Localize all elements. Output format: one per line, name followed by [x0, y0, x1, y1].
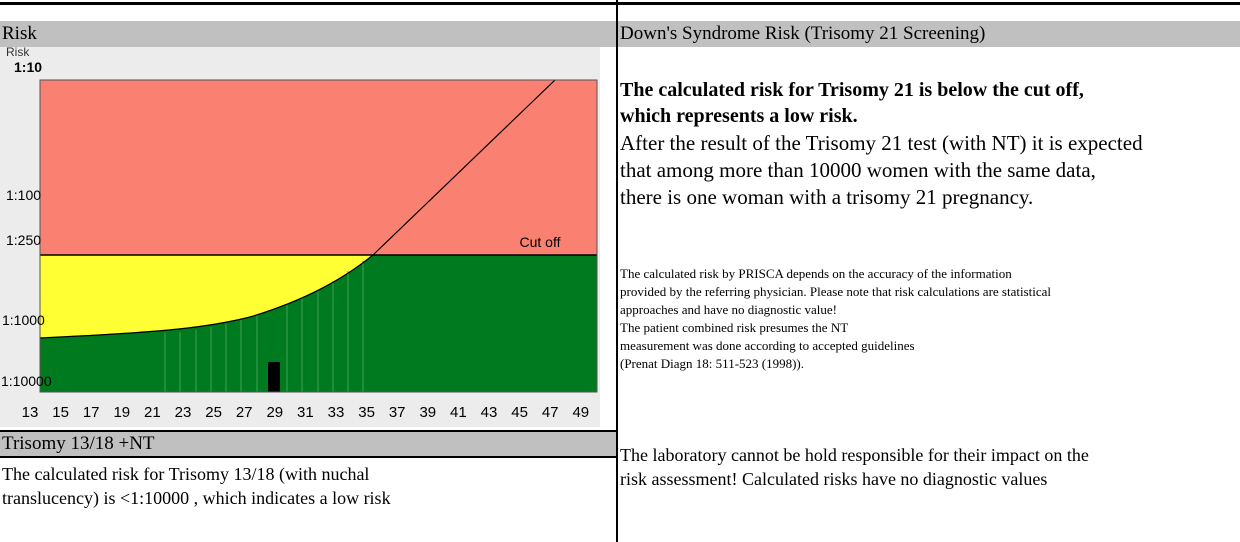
y-tick-label: 1:250: [6, 232, 41, 248]
text-line: The laboratory cannot be hold responsibl…: [620, 445, 1089, 465]
text-line: risk assessment! Calculated risks have n…: [620, 469, 1048, 489]
right-header: Down's Syndrome Risk (Trisomy 21 Screeni…: [618, 21, 1240, 47]
text-line: there is one woman with a trisomy 21 pre…: [620, 185, 1034, 209]
y-tick-label: 1:100: [6, 187, 41, 203]
high-risk-zone: [40, 80, 597, 255]
x-tick-label: 33: [328, 404, 345, 421]
x-tick-label: 19: [113, 404, 130, 421]
y-tick-label: 1:1000: [2, 312, 45, 328]
y-tick-label: 1:10000: [1, 373, 52, 389]
risk-curve: [39, 79, 556, 339]
text-line: The calculated risk for Trisomy 21 is be…: [620, 79, 1084, 101]
age-risk-zone: [40, 255, 373, 338]
x-tick-label: 47: [542, 404, 559, 421]
x-tick-label: 17: [83, 404, 100, 421]
risk-chart: Risk 1:10 1:100 1:250 1:1000 1:10000 Cut…: [0, 47, 600, 427]
text-line: measurement was done according to accept…: [620, 338, 915, 353]
top-border: [0, 2, 1240, 5]
plot-frame: [39, 79, 598, 393]
text-line: The calculated risk by PRISCA depends on…: [620, 266, 1012, 281]
y-tick-label: 1:10: [14, 59, 42, 75]
patient-marker: [268, 362, 280, 392]
text-line: which represents a low risk.: [620, 105, 858, 127]
x-tick-label: 29: [266, 404, 283, 421]
x-tick-label: 43: [481, 404, 498, 421]
x-tick-label: 49: [572, 404, 589, 421]
x-tick-label: 39: [419, 404, 436, 421]
text-line: The calculated risk for Trisomy 13/18 (w…: [2, 464, 370, 484]
x-tick-label: 23: [175, 404, 192, 421]
x-tick-label: 25: [205, 404, 222, 421]
text-line: translucency) is <1:10000 , which indica…: [2, 488, 391, 508]
x-tick-label: 45: [511, 404, 528, 421]
trisomy-header: Trisomy 13/18 +NT: [0, 430, 616, 458]
text-line: provided by the referring physician. Ple…: [620, 284, 1052, 299]
column-divider: [616, 0, 618, 542]
x-tick-label: 21: [144, 404, 161, 421]
x-tick-label: 41: [450, 404, 467, 421]
text-line: (Prenat Diagn 18: 511-523 (1998)).: [620, 356, 805, 371]
cutoff-label: Cut off: [520, 234, 561, 250]
text-line: approaches and have no diagnostic value!: [620, 302, 837, 317]
x-tick-label: 31: [297, 404, 314, 421]
x-tick-label: 35: [358, 404, 375, 421]
risk-header: Risk: [0, 21, 616, 47]
text-line: The patient combined risk presumes the N…: [620, 320, 849, 335]
x-tick-label: 37: [389, 404, 406, 421]
x-tick-label: 27: [236, 404, 253, 421]
x-tick-label: 13: [22, 404, 39, 421]
x-tick-label: 15: [52, 404, 69, 421]
x-ticks: 13 15 17 19 21 23 25 27 29 31 33 35 37 39 41 43 45 47 49: [22, 404, 589, 421]
y-axis-label: Risk: [6, 47, 30, 59]
stripes: [164, 261, 364, 392]
text-line: After the result of the Trisomy 21 test …: [620, 131, 1143, 155]
text-line: that among more than 10000 women with th…: [620, 158, 1096, 182]
